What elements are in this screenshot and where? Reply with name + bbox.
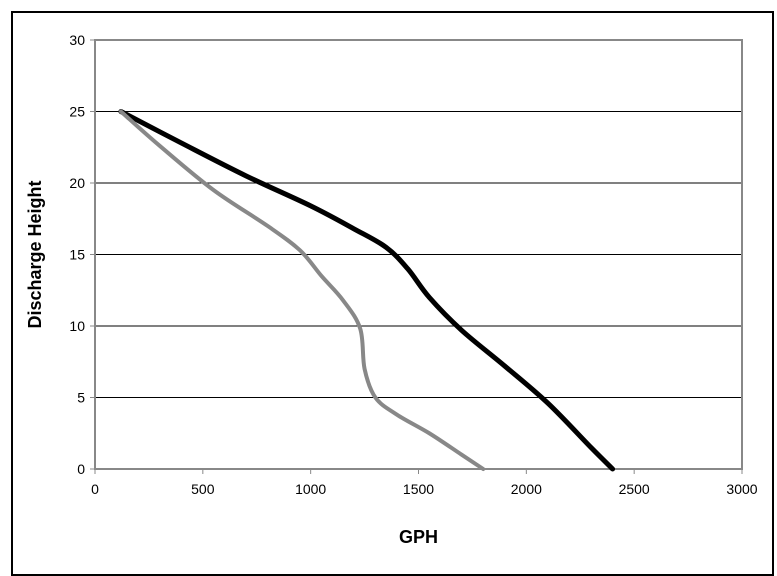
y-tick-label: 25 xyxy=(69,104,85,120)
x-tick-label: 1500 xyxy=(403,481,434,497)
y-tick-label: 0 xyxy=(77,461,85,477)
x-tick-label: 3000 xyxy=(726,481,757,497)
y-axis-title: Discharge Height xyxy=(25,180,45,328)
line-chart: 0 5 10 15 20 25 30 0 500 1000 1500 2000 2500 3000 GPH… xyxy=(25,32,758,547)
y-tick-label: 20 xyxy=(69,175,85,191)
x-tick-label: 2000 xyxy=(511,481,542,497)
y-tick-label: 30 xyxy=(69,32,85,48)
y-tick-label: 15 xyxy=(69,247,85,263)
series-line-1 xyxy=(118,109,616,472)
x-tick-label: 1000 xyxy=(295,481,326,497)
series-line-2 xyxy=(118,109,486,471)
chart-frame: 0 5 10 15 20 25 30 0 500 1000 1500 2000 2500 3000 GPH… xyxy=(11,11,774,576)
y-tick-label: 10 xyxy=(69,318,85,334)
x-axis-title: GPH xyxy=(399,527,438,547)
x-tick-label: 0 xyxy=(91,481,99,497)
y-tick-label: 5 xyxy=(77,390,85,406)
x-tick-label: 2500 xyxy=(619,481,650,497)
x-tick-label: 500 xyxy=(191,481,215,497)
